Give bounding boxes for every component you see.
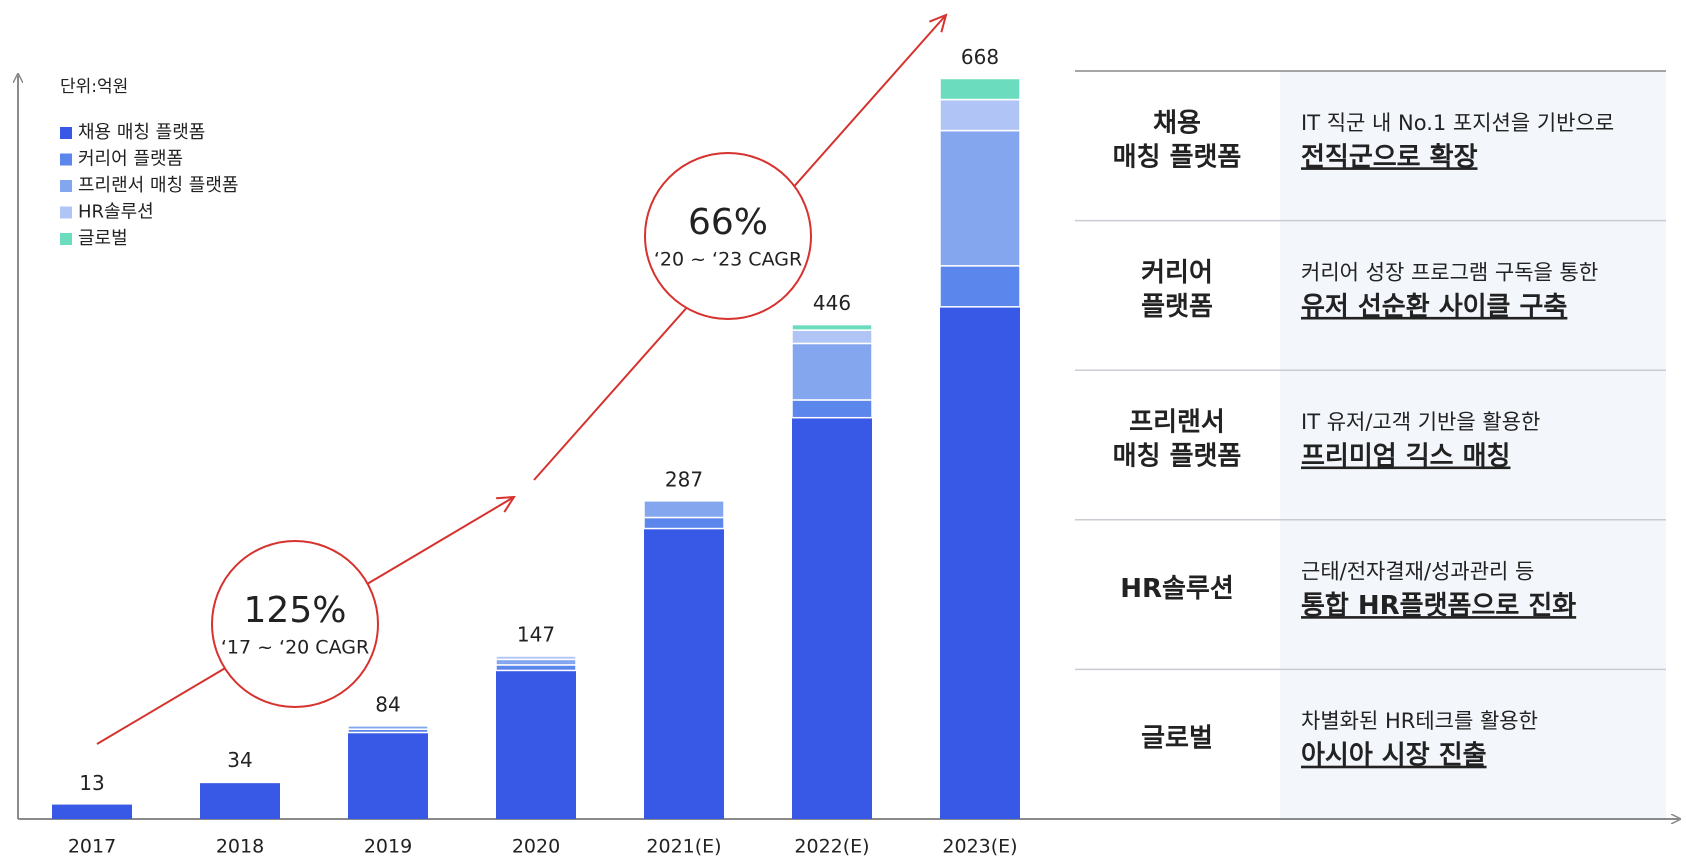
bar-segment (347, 725, 429, 730)
bar-segment (200, 782, 280, 819)
table-shade (1280, 71, 1666, 819)
row-label: 매칭 플랫폼 (1113, 142, 1242, 172)
x-tick-label: 2022(E) (794, 836, 869, 858)
row-text: IT 직군 내 No.1 포지션을 기반으로 (1301, 111, 1614, 135)
bar-segment (199, 780, 281, 784)
total-label: 668 (961, 45, 999, 69)
bar-segment (791, 399, 873, 419)
legend-label: 채용 매칭 플랫폼 (78, 122, 205, 143)
legend-swatch (60, 153, 72, 166)
bar-segment (52, 804, 132, 819)
cagr-value: 66% (688, 202, 768, 243)
legend-label: HR솔루션 (78, 202, 154, 223)
total-label: 34 (227, 748, 252, 772)
bar-segment (495, 658, 577, 666)
legend-label: 글로벌 (78, 228, 128, 249)
unit-label: 단위:억원 (60, 77, 128, 97)
legend-swatch (60, 206, 72, 219)
bar-segment (496, 670, 576, 819)
x-tick-label: 2018 (216, 836, 264, 858)
total-label: 84 (375, 692, 400, 716)
row-highlight: 통합 HR플랫폼으로 진화 (1301, 591, 1576, 621)
row-label: 플랫폼 (1141, 292, 1213, 322)
x-tick-label: 2019 (364, 836, 412, 858)
row-highlight: 프리미엄 긱스 매칭 (1301, 442, 1510, 472)
legend-label: 프리랜서 매칭 플랫폼 (78, 175, 238, 196)
legend-label: 커리어 플랫폼 (78, 149, 183, 170)
bar-segment (644, 528, 724, 819)
row-label: 매칭 플랫폼 (1113, 442, 1242, 472)
legend-swatch (60, 180, 72, 192)
row-label: 커리어 (1141, 258, 1213, 288)
legend-swatch (60, 127, 72, 139)
total-label: 13 (79, 771, 104, 795)
row-text: IT 유저/고객 기반을 활용한 (1301, 410, 1540, 434)
row-label: HR솔루션 (1120, 574, 1234, 604)
cagr-label: ‘20 ~ ‘23 CAGR (654, 249, 802, 271)
row-text: 근태/전자결재/성과관리 등 (1301, 560, 1534, 584)
bar-segment (791, 329, 873, 345)
x-tick-label: 2021(E) (646, 836, 721, 858)
row-highlight: 유저 선순환 사이클 구축 (1301, 292, 1567, 322)
bar-segment (939, 77, 1021, 101)
bar-segment (792, 417, 872, 819)
row-highlight: 아시아 시장 진출 (1301, 741, 1487, 771)
total-label: 147 (517, 623, 555, 647)
cagr-label: ‘17 ~ ‘20 CAGR (221, 637, 369, 659)
bar-segment (939, 98, 1021, 132)
row-label: 프리랜서 (1129, 408, 1225, 438)
total-label: 287 (665, 467, 703, 491)
bar-segment (791, 342, 873, 401)
legend-swatch (60, 233, 72, 245)
row-highlight: 전직군으로 확장 (1301, 142, 1478, 172)
bar-segment (495, 655, 577, 661)
bar-segment (940, 306, 1020, 820)
cagr-circle (644, 152, 812, 320)
bar-segment (791, 323, 873, 331)
x-tick-label: 2023(E) (942, 836, 1017, 858)
bar-segment (643, 500, 725, 519)
cagr-circle (211, 540, 379, 708)
bar-segment (939, 265, 1021, 308)
bar-segment (643, 516, 725, 530)
bar-segment (939, 129, 1021, 267)
x-tick-label: 2020 (512, 836, 560, 858)
bar-segment (495, 664, 577, 672)
row-label: 채용 (1153, 108, 1201, 138)
cagr-value: 125% (244, 590, 347, 631)
total-label: 446 (813, 291, 851, 315)
x-tick-label: 2017 (68, 836, 116, 858)
row-label: 글로벌 (1141, 724, 1213, 754)
row-text: 차별화된 HR테크를 활용한 (1301, 709, 1538, 733)
bar-segment (348, 732, 428, 819)
row-text: 커리어 성장 프로그램 구독을 통한 (1301, 260, 1598, 284)
